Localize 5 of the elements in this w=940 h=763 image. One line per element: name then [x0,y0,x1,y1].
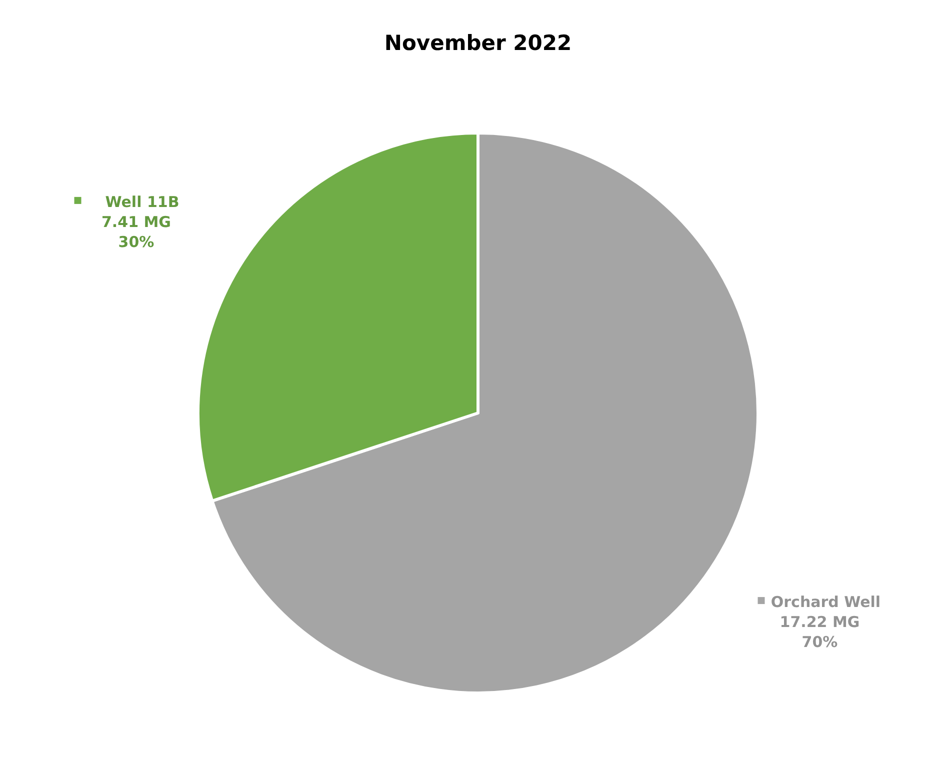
legend-label: Orchard Well [770,593,881,612]
legend-label: Well 11B [105,193,180,212]
chart-title: November 2022 [384,31,572,55]
data-label: 7.41 MG 30% [102,213,171,252]
data-label: 17.22 MG 70% [780,613,860,652]
